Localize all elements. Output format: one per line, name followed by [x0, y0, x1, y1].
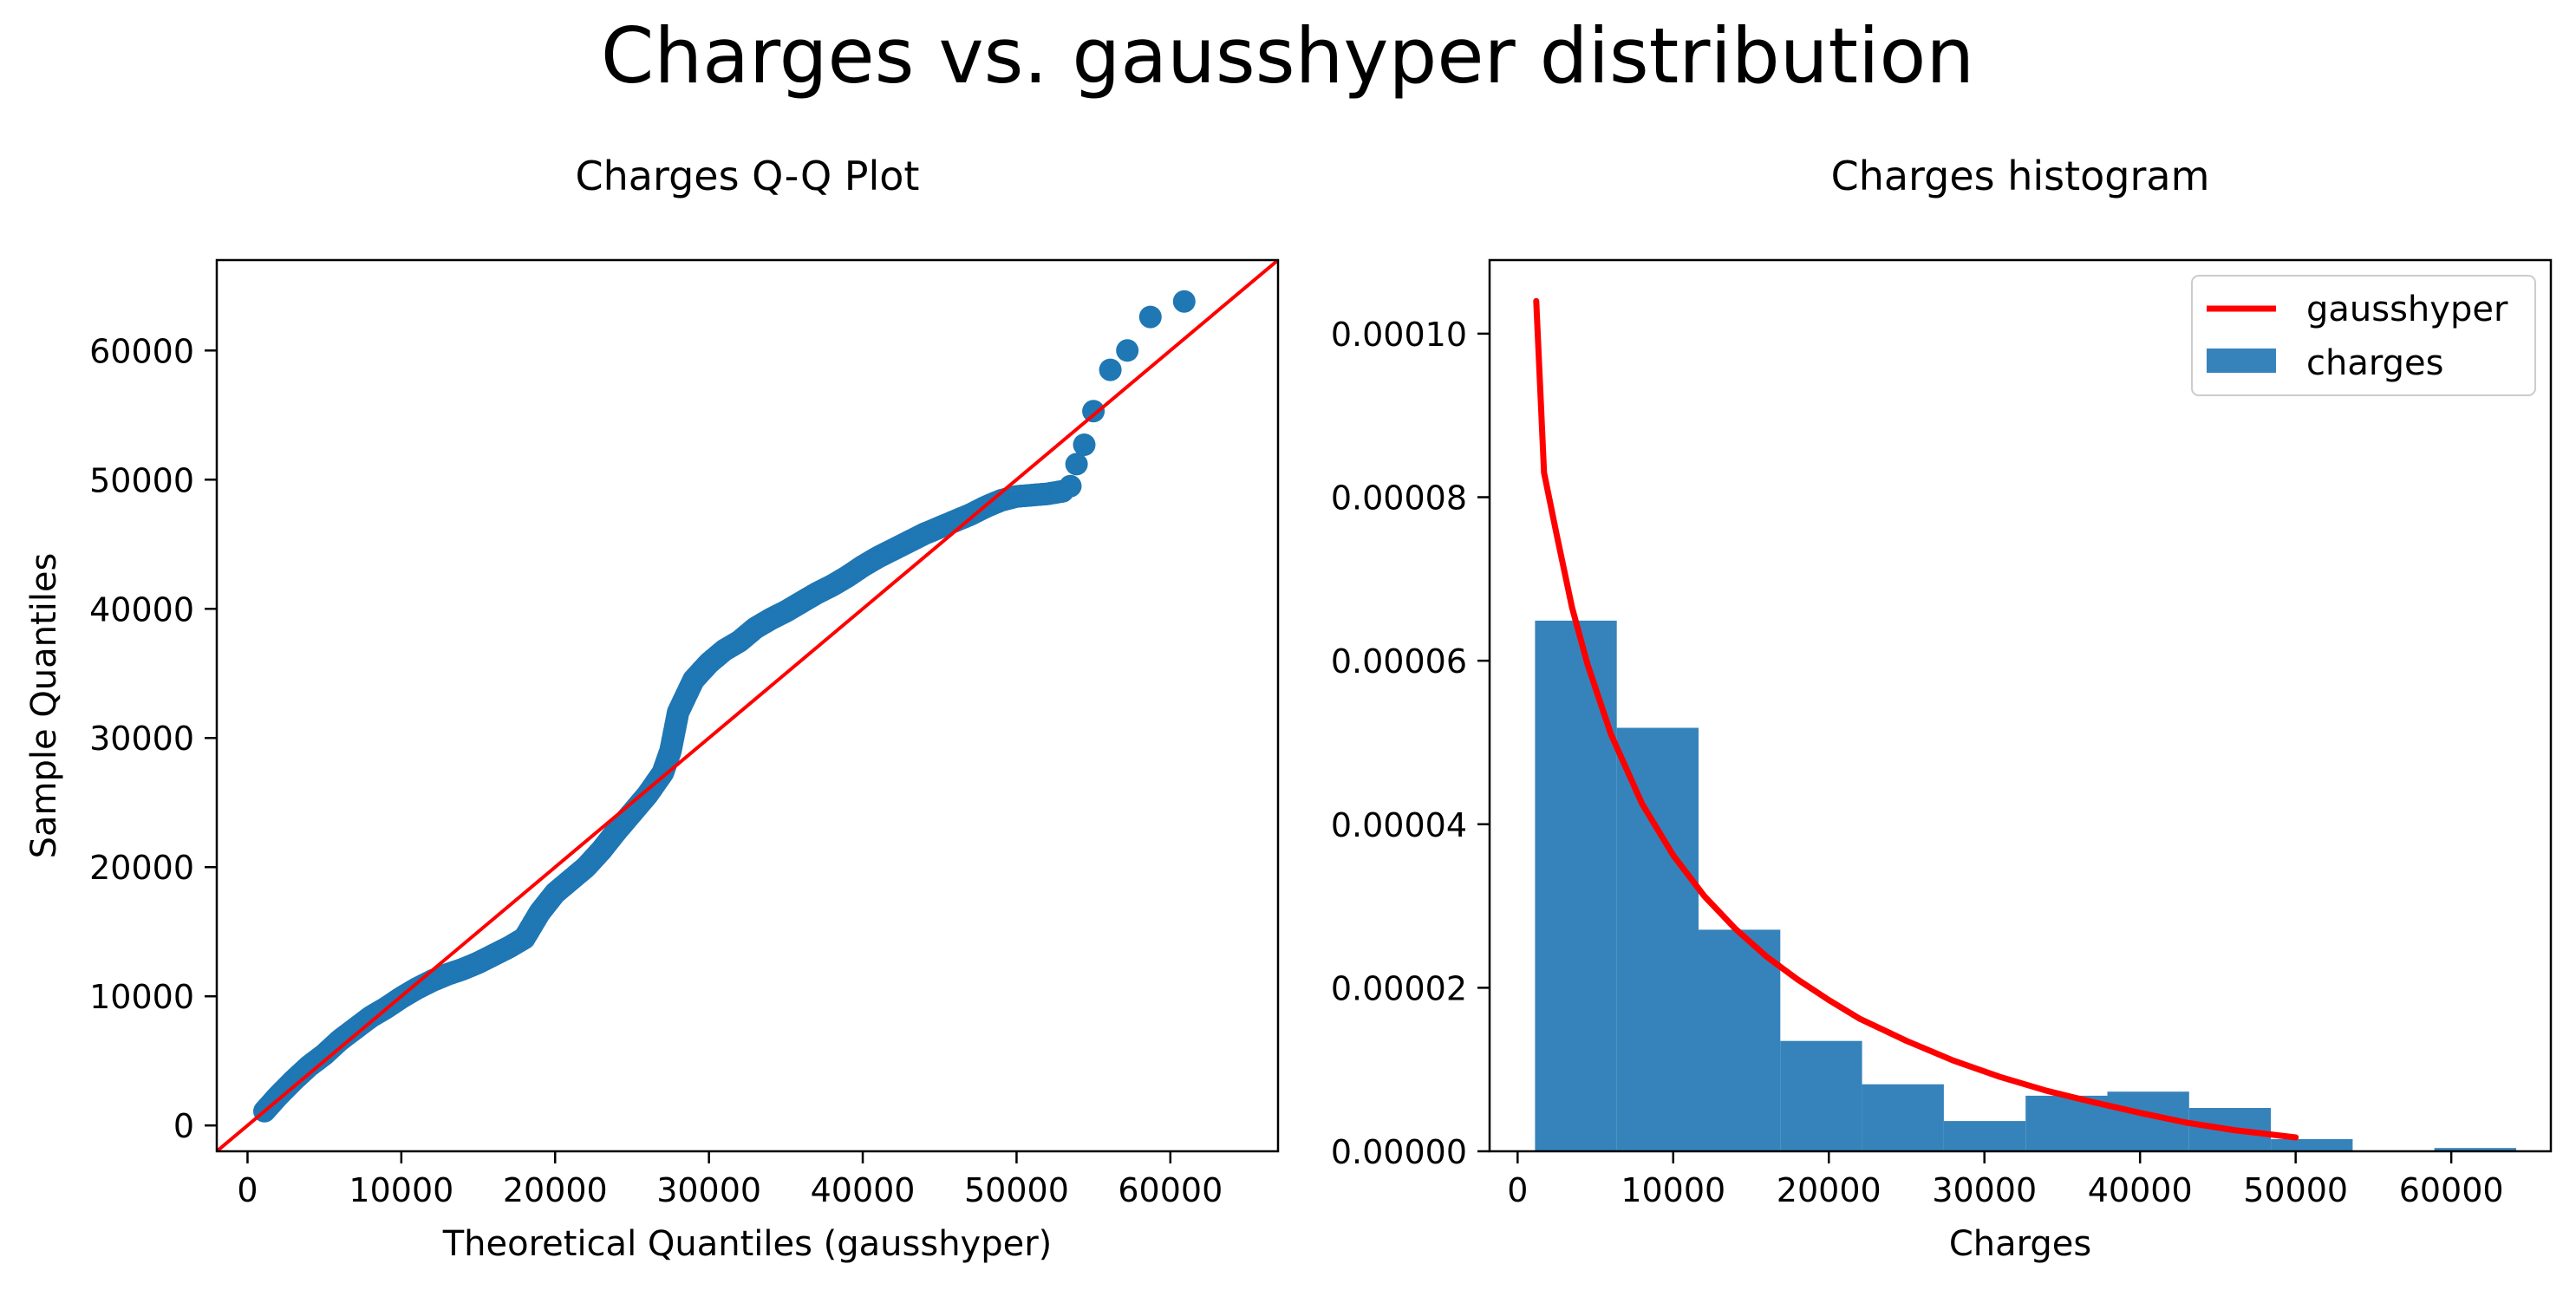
qq-x-tick-label: 60000	[1118, 1171, 1223, 1209]
qq-x-tick-label: 0	[237, 1171, 258, 1209]
histogram-title: Charges histogram	[1831, 153, 2210, 199]
histogram-area	[1533, 297, 2516, 1151]
qq-plot-area	[217, 260, 1278, 1151]
histogram-x-tick-label: 30000	[1932, 1171, 2037, 1209]
qq-outlier-point	[1138, 305, 1162, 329]
legend-entry-gausshyper: gausshyper	[2306, 290, 2508, 329]
histogram-x-tick-label: 20000	[1777, 1171, 1881, 1209]
qq-x-tick-label: 50000	[964, 1171, 1069, 1209]
histogram-panel: Charges histogram 0 10000 20000 30000 40000 5…	[1331, 153, 2553, 1264]
histogram-bar	[1616, 727, 1699, 1151]
qq-x-tick-label: 10000	[349, 1171, 453, 1209]
qq-outlier-point	[1116, 339, 1139, 362]
qq-outlier-point	[1059, 474, 1082, 498]
histogram-y-ticks: 0.00000 0.00002 0.00004 0.00006 0.00008 0.000…	[1331, 316, 1490, 1171]
histogram-bar	[1943, 1121, 2026, 1151]
histogram-y-tick-label: 0.00006	[1331, 642, 1467, 681]
histogram-y-tick-label: 0.00010	[1331, 316, 1467, 354]
qq-y-tick-label: 50000	[89, 461, 194, 499]
qq-plot-panel: Charges Q-Q Plot 0 10000 20000 30000 40000 50…	[24, 153, 1280, 1264]
qq-y-tick-label: 60000	[89, 332, 194, 370]
qq-y-ticks: 0 10000 20000 30000 40000 50000 60000	[89, 332, 217, 1145]
histogram-bar	[1535, 620, 1617, 1151]
qq-y-tick-label: 30000	[89, 720, 194, 758]
histogram-bar	[1780, 1040, 1862, 1151]
histogram-y-tick-label: 0.00004	[1331, 806, 1467, 844]
qq-outlier-point	[1073, 433, 1096, 456]
histogram-x-ticks: 0 10000 20000 30000 40000 50000 60000	[1507, 1151, 2504, 1209]
qq-y-tick-label: 0	[173, 1107, 194, 1145]
qq-x-tick-label: 40000	[811, 1171, 916, 1209]
histogram-x-tick-label: 50000	[2243, 1171, 2348, 1209]
legend-bar-swatch	[2207, 349, 2276, 373]
histogram-bar	[1699, 929, 1781, 1151]
qq-x-tick-label: 20000	[503, 1171, 608, 1209]
qq-x-axis-label: Theoretical Quantiles (gausshyper)	[442, 1224, 1053, 1264]
qq-y-tick-label: 20000	[89, 849, 194, 887]
qq-reference-line	[217, 260, 1278, 1151]
histogram-bar	[2434, 1148, 2516, 1151]
histogram-y-tick-label: 0.00000	[1331, 1133, 1467, 1171]
qq-y-tick-label: 40000	[89, 590, 194, 629]
histogram-legend: gausshyper charges	[2191, 275, 2536, 396]
legend-entry-charges: charges	[2306, 343, 2443, 383]
gausshyper-pdf-line	[1533, 297, 2299, 1141]
histogram-bar	[1862, 1084, 1944, 1151]
legend-box	[2191, 275, 2536, 396]
histogram-y-tick-label: 0.00008	[1331, 479, 1467, 518]
histogram-frame	[1488, 258, 2553, 1153]
qq-x-ticks: 0 10000 20000 30000 40000 50000 60000	[237, 1151, 1223, 1209]
qq-y-axis-label: Sample Quantiles	[24, 553, 64, 859]
histogram-x-tick-label: 60000	[2399, 1171, 2504, 1209]
histogram-x-axis-label: Charges	[1949, 1224, 2091, 1264]
qq-plot-frame	[215, 258, 1280, 1153]
qq-outlier-point	[1172, 290, 1196, 313]
qq-outlier-point	[1082, 400, 1105, 423]
qq-x-tick-label: 30000	[656, 1171, 761, 1209]
histogram-x-tick-label: 0	[1507, 1171, 1528, 1209]
figure-title: Charges vs. gausshyper distribution	[601, 11, 1974, 101]
histogram-y-tick-label: 0.00002	[1331, 969, 1467, 1007]
qq-plot-title: Charges Q-Q Plot	[576, 153, 920, 199]
histogram-bar	[2271, 1138, 2353, 1151]
qq-y-tick-label: 10000	[89, 978, 194, 1016]
histogram-x-tick-label: 10000	[1621, 1171, 1725, 1209]
qq-outlier-point	[1099, 358, 1122, 381]
qq-outlier-point	[1065, 453, 1088, 476]
histogram-x-tick-label: 40000	[2088, 1171, 2193, 1209]
